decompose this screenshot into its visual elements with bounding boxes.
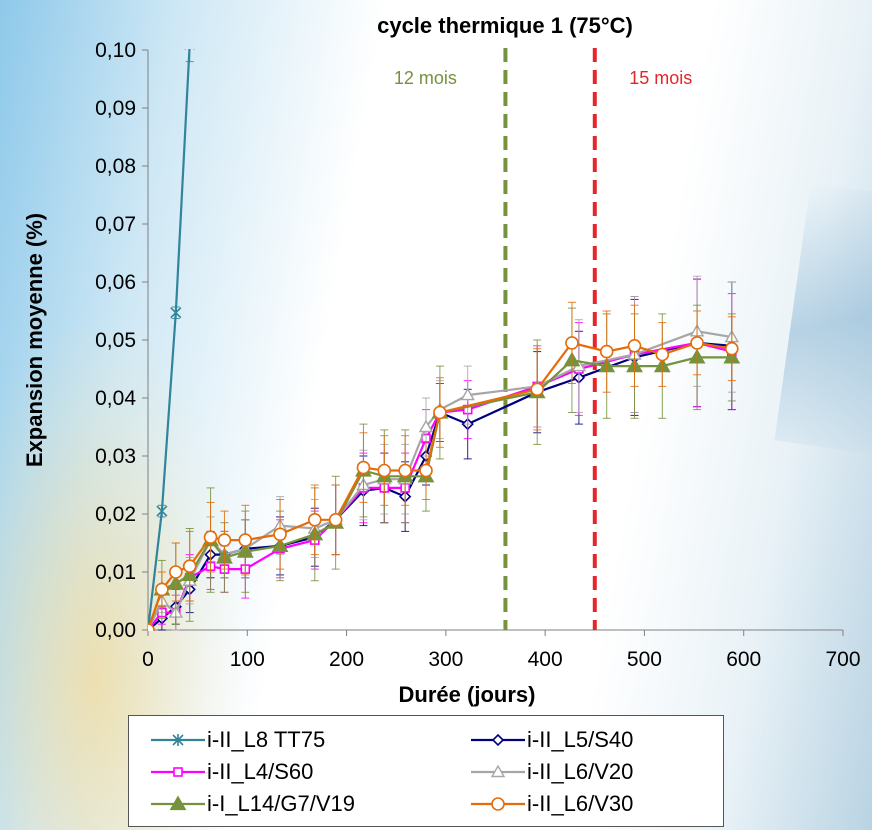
legend-label: i-II_L8 TT75 xyxy=(207,727,326,752)
data-point xyxy=(377,463,392,478)
data-point xyxy=(398,463,412,478)
data-point xyxy=(170,306,182,319)
data-point xyxy=(156,505,168,518)
data-point xyxy=(419,463,433,478)
x-tick-label: 200 xyxy=(329,648,364,671)
legend-item: i-II_L5/S40 xyxy=(469,726,633,754)
legend-swatch xyxy=(471,797,525,811)
data-point xyxy=(418,419,434,433)
data-point xyxy=(565,336,579,350)
x-tick-label: 300 xyxy=(428,648,463,671)
data-point xyxy=(148,623,155,631)
data-point xyxy=(238,533,253,547)
legend: i-II_L8 TT75 i-II_L5/S40 i-II_L4/S60 i-II_L… xyxy=(128,715,724,827)
y-tick-label: 0,10 xyxy=(95,39,136,62)
y-tick-label: 0,03 xyxy=(95,445,136,468)
data-point xyxy=(627,338,642,353)
legend-item: i-I_L14/G7/V19 xyxy=(149,790,355,818)
legend-marker xyxy=(491,733,505,747)
legend-label: i-I_L14/G7/V19 xyxy=(207,791,355,816)
y-tick-label: 0,08 xyxy=(95,155,136,178)
legend-swatch xyxy=(471,764,525,778)
y-tick-label: 0,05 xyxy=(95,329,136,352)
data-point xyxy=(655,347,670,362)
x-tick-label: 600 xyxy=(726,648,761,671)
data-point xyxy=(328,512,343,527)
legend-item: i-II_L6/V20 xyxy=(469,758,633,786)
legend-label: i-II_L5/S40 xyxy=(527,727,634,752)
legend-marker xyxy=(172,734,184,746)
data-point xyxy=(356,460,371,475)
legend-label: i-II_L6/V30 xyxy=(527,791,634,816)
data-point xyxy=(690,336,704,350)
legend-swatch xyxy=(151,767,205,777)
y-axis-label: Expansion moyenne (%) xyxy=(22,213,47,467)
series-line xyxy=(148,341,732,631)
legend-label: i-II_L4/S60 xyxy=(207,759,314,784)
y-tick-label: 0,04 xyxy=(95,387,136,410)
data-point xyxy=(530,382,545,397)
annotation-label: 12 mois xyxy=(394,68,457,88)
legend-swatch xyxy=(151,795,205,811)
y-tick-label: 0,02 xyxy=(95,503,136,526)
x-tick-label: 400 xyxy=(528,648,563,671)
data-point xyxy=(155,582,169,597)
series-line xyxy=(148,49,191,631)
plot-area: 0,00 0,01 0,02 0,03 0,04 0,05 0,06 0,07 0,08 0,09… xyxy=(95,39,860,671)
data-point xyxy=(460,387,475,401)
legend-swatch xyxy=(471,733,525,747)
data-point xyxy=(184,49,195,51)
legend-marker xyxy=(173,767,183,777)
annotation-label: 15 mois xyxy=(629,68,692,88)
data-point xyxy=(433,405,447,420)
legend-label: i-II_L6/V20 xyxy=(527,759,634,784)
legend-item: i-II_L8 TT75 xyxy=(149,726,325,754)
legend-item: i-II_L6/V30 xyxy=(469,790,633,818)
y-tick-label: 0,00 xyxy=(95,619,136,642)
legend-item: i-II_L4/S60 xyxy=(149,758,313,786)
chart-title: cycle thermique 1 (75°C) xyxy=(377,13,633,38)
legend-marker xyxy=(490,764,506,778)
x-tick-label: 500 xyxy=(627,648,662,671)
data-point xyxy=(724,341,739,356)
y-tick-label: 0,07 xyxy=(95,213,136,236)
data-point xyxy=(203,530,218,545)
series-line xyxy=(148,356,732,631)
y-tick-label: 0,01 xyxy=(95,561,136,584)
data-point xyxy=(599,344,614,359)
legend-marker xyxy=(169,795,187,811)
data-point xyxy=(182,559,197,574)
series-0 xyxy=(148,49,195,631)
data-point xyxy=(307,512,322,527)
x-tick-label: 700 xyxy=(825,648,860,671)
data-point xyxy=(273,527,287,542)
series-5 xyxy=(148,301,739,631)
x-tick-label: 100 xyxy=(230,648,265,671)
y-tick-label: 0,09 xyxy=(95,97,136,120)
x-axis-label: Durée (jours) xyxy=(399,682,536,707)
data-point xyxy=(217,533,232,547)
data-point xyxy=(169,565,183,579)
y-tick-label: 0,06 xyxy=(95,271,136,294)
legend-marker xyxy=(491,797,505,811)
x-tick-label: 0 xyxy=(142,648,154,671)
legend-swatch xyxy=(151,734,205,746)
